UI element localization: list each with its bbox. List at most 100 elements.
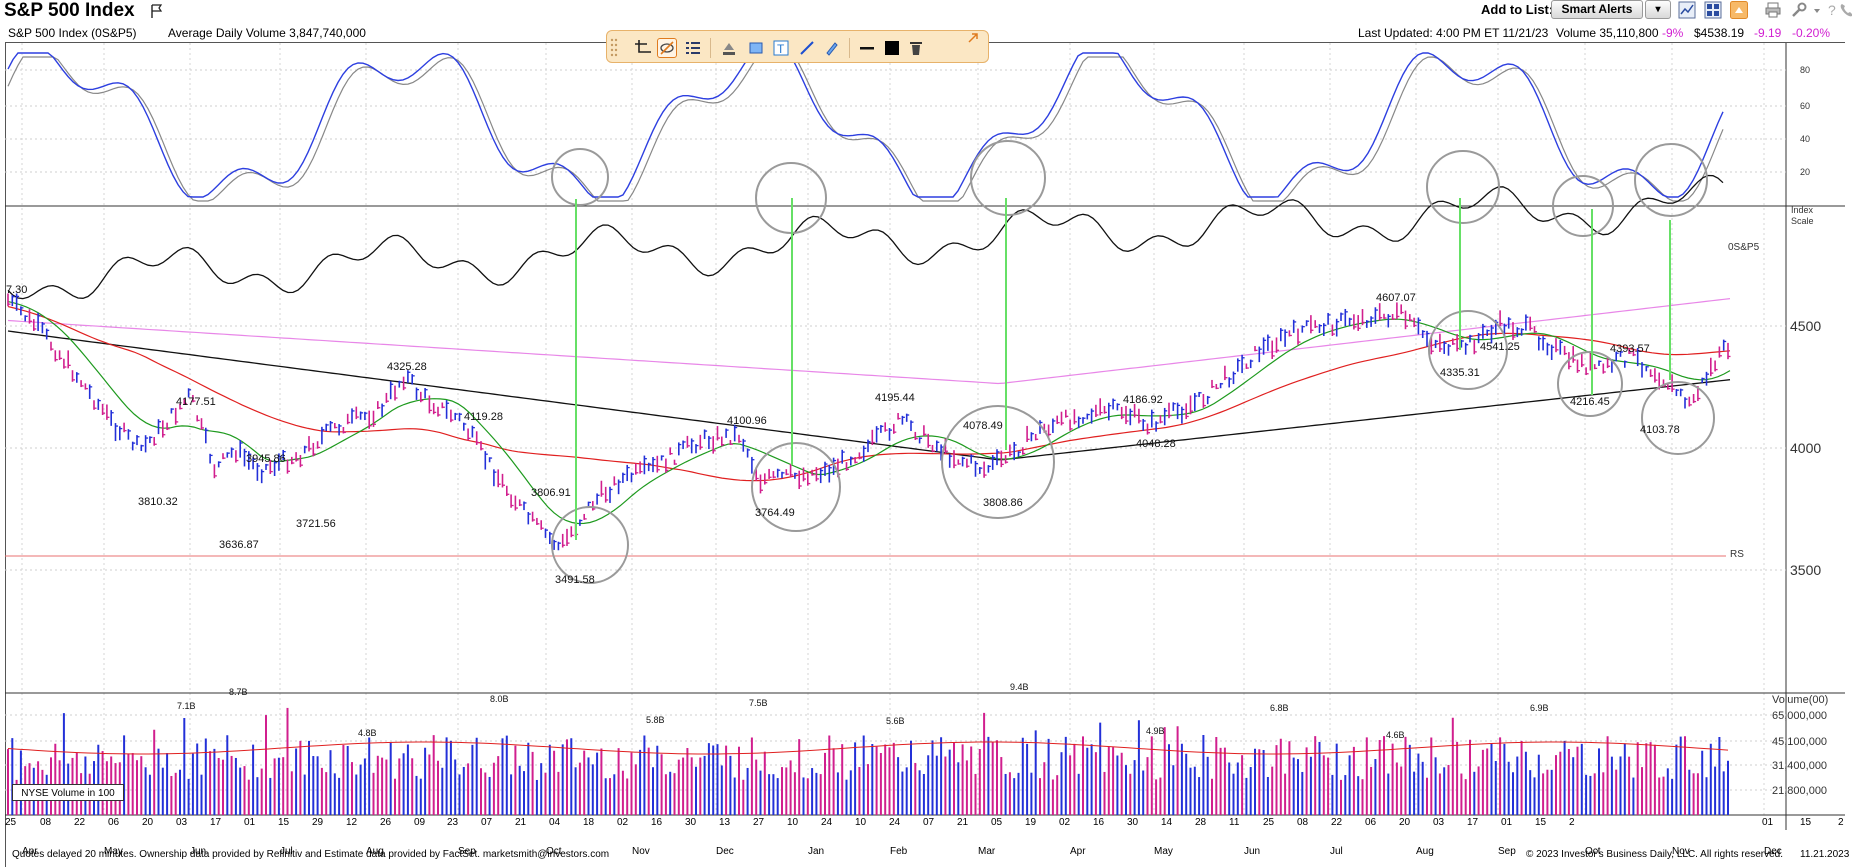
date-axis-day: 13 <box>719 817 731 828</box>
volume-axis-label: 21,800,000 <box>1772 785 1828 797</box>
date-axis-day: 28 <box>1195 817 1207 828</box>
price-note: 4607.07 <box>1376 292 1416 304</box>
highlighter-tool-button[interactable] <box>822 38 842 58</box>
line-weight-icon <box>860 47 874 50</box>
date-axis-day: 2 <box>1838 817 1844 828</box>
print-icon[interactable] <box>1764 1 1782 19</box>
annotation-circle <box>941 405 1055 519</box>
dropdown-arrow-icon[interactable] <box>1812 1 1822 19</box>
volume-change: -9% <box>1662 26 1684 40</box>
line-weight-button[interactable] <box>857 38 877 58</box>
stochastic-axis-label: 20 <box>1800 167 1811 177</box>
price-axis-label: 4000 <box>1790 440 1822 456</box>
date-axis-day: 16 <box>1093 817 1105 828</box>
moving-average-200-pink <box>7 298 1731 385</box>
color-swatch-icon <box>885 41 899 55</box>
line-tool-icon <box>800 41 814 55</box>
price-note: 4541.25 <box>1480 341 1520 353</box>
hide-annotations-button[interactable] <box>657 38 677 58</box>
date-axis-day: 27 <box>753 817 765 828</box>
last-updated: Last Updated: 4:00 PM ET 11/21/23 <box>1358 26 1549 40</box>
date-axis-month: Apr <box>22 846 38 857</box>
date-axis-day: 08 <box>40 817 52 828</box>
line-tool-button[interactable] <box>797 38 817 58</box>
crosshair-tool-button[interactable] <box>633 38 653 58</box>
date-axis-day: 21 <box>515 817 527 828</box>
top-bar: S&P 500 Index Add to List: Smart Alerts … <box>0 0 1852 22</box>
rectangle-icon <box>749 42 763 54</box>
smart-alerts-button[interactable]: Smart Alerts <box>1551 0 1643 19</box>
collapse-toolbar-button[interactable] <box>967 32 979 44</box>
price-note: 4216.45 <box>1570 396 1610 408</box>
fill-tool-button[interactable] <box>719 38 739 58</box>
date-axis-day: 03 <box>1433 817 1445 828</box>
volume-note: 7.5B <box>749 698 768 708</box>
footer-disclaimer: Quotes delayed 20 minutes. Ownership dat… <box>12 849 610 860</box>
volume-note: 6.8B <box>1270 703 1289 713</box>
date-axis-day: 08 <box>1297 817 1309 828</box>
rectangle-tool-button[interactable] <box>746 38 766 58</box>
volume-note: 7.1B <box>177 701 196 711</box>
text-tool-button[interactable]: T <box>771 38 791 58</box>
annotation-circle <box>970 140 1046 216</box>
flag-icon[interactable] <box>150 3 164 19</box>
share-icon[interactable] <box>1730 1 1748 19</box>
smart-alerts-dropdown-button[interactable]: ▾ <box>1645 0 1671 19</box>
price-note: 3806.91 <box>531 487 571 499</box>
volume-note: 9.4B <box>1010 682 1029 692</box>
date-axis-month: May <box>104 846 123 857</box>
trash-icon <box>910 42 922 55</box>
volume-axis-label: 65,000,000 <box>1772 710 1828 722</box>
date-axis-month: Jul <box>1330 846 1343 857</box>
date-axis-month: Oct <box>546 846 562 857</box>
date-axis-day: 22 <box>1331 817 1343 828</box>
drag-handle-icon[interactable] <box>609 37 619 59</box>
phone-icon[interactable] <box>1838 1 1852 19</box>
nyse-volume-legend[interactable]: NYSE Volume in 100 <box>12 784 124 801</box>
date-axis-month: Jun <box>1244 846 1261 857</box>
price-note: 3764.49 <box>755 507 795 519</box>
annotation-list-button[interactable] <box>683 38 703 58</box>
svg-text:T: T <box>777 42 785 56</box>
date-axis-month: Apr <box>1070 846 1086 857</box>
price-note: 4100.96 <box>727 415 767 427</box>
quote-info-bar: S&P 500 Index (0S&P5) Average Daily Volu… <box>6 24 1846 42</box>
volume-axis-label: 31,400,000 <box>1772 760 1828 772</box>
chart-type-icon[interactable] <box>1678 1 1696 19</box>
price-axis-label: 3500 <box>1790 562 1822 578</box>
date-axis-day: 02 <box>617 817 629 828</box>
date-axis-month: Aug <box>366 846 384 857</box>
highlighter-icon <box>826 42 838 56</box>
help-icon[interactable]: ? <box>1823 1 1841 19</box>
average-daily-volume: Average Daily Volume 3,847,740,000 <box>168 26 366 40</box>
date-axis-month: Nov <box>632 846 650 857</box>
date-axis-day: 25 <box>1263 817 1275 828</box>
price-change-percent: -0.20% <box>1792 26 1831 40</box>
price-change: -9.19 <box>1754 26 1782 40</box>
date-axis-day: 17 <box>1467 817 1479 828</box>
price-note: 4103.78 <box>1640 424 1680 436</box>
price-note: 3808.86 <box>983 497 1023 509</box>
footer-copyright: © 2023 Investor's Business Daily, LLC. A… <box>1526 849 1783 860</box>
annotation-circle <box>551 506 629 584</box>
color-swatch-button[interactable] <box>882 38 902 58</box>
volume-note: 8.7B <box>229 687 248 697</box>
date-axis-day: 01 <box>1762 817 1774 828</box>
date-axis-day: 02 <box>1059 817 1071 828</box>
date-axis-day: 24 <box>821 817 833 828</box>
settings-wrench-icon[interactable] <box>1790 1 1808 19</box>
moving-average-10-green <box>7 301 1731 525</box>
list-icon <box>686 42 700 54</box>
layout-grid-icon[interactable] <box>1704 1 1722 19</box>
price-note: 4177.51 <box>176 396 216 408</box>
price-note: 3636.87 <box>219 539 259 551</box>
price-note: 7.30 <box>6 284 28 296</box>
volume-axis-label: 45,100,000 <box>1772 736 1828 748</box>
date-axis-day: 12 <box>346 817 358 828</box>
date-axis-day: 25 <box>5 817 17 828</box>
stochastic-axis-label: 60 <box>1800 101 1811 111</box>
delete-annotation-button[interactable] <box>906 38 926 58</box>
date-axis-month: Oct <box>1585 846 1601 857</box>
date-axis-day: 26 <box>380 817 392 828</box>
symbol-label: S&P 500 Index (0S&P5) <box>8 26 137 40</box>
